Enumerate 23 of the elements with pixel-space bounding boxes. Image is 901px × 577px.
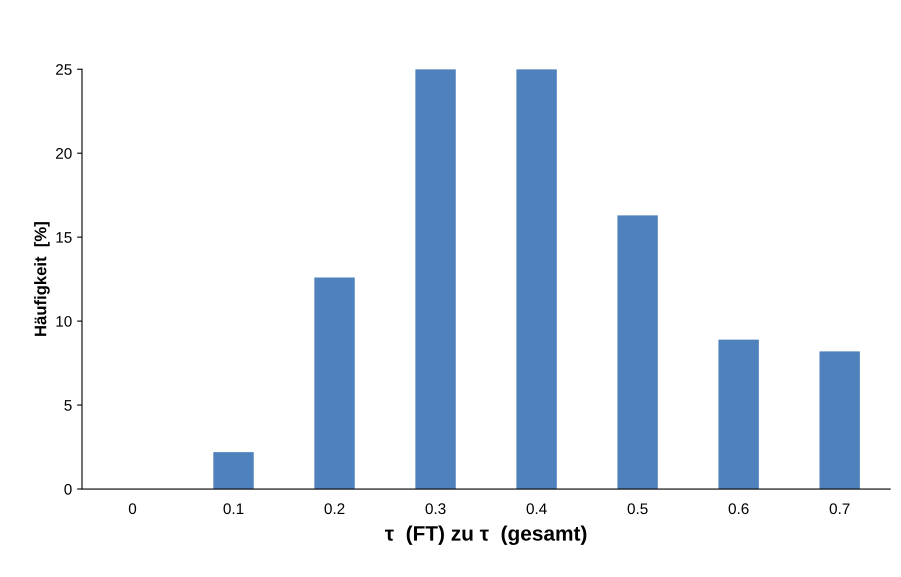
bar — [213, 452, 254, 490]
x-tick-label: 0.3 — [426, 503, 446, 514]
x-tick-label: 0.5 — [628, 503, 648, 514]
y-axis-title: Häufigkeit [%] — [34, 222, 50, 336]
y-tick-label: 15 — [56, 232, 72, 243]
y-tick-label: 0 — [64, 484, 72, 495]
x-axis-title: τ (FT) zu τ (gesamt) — [384, 525, 586, 545]
y-tick-label: 10 — [56, 316, 72, 327]
x-tick-label: 0.6 — [728, 503, 749, 514]
bar — [314, 277, 355, 490]
y-tick-label: 20 — [56, 148, 72, 159]
bar — [617, 215, 658, 490]
x-tick-label: 0.1 — [224, 503, 244, 514]
x-tick-label: 0.2 — [324, 503, 344, 514]
bar — [718, 340, 759, 490]
x-tick-label: 0.4 — [526, 503, 547, 514]
y-tick-label: 25 — [56, 64, 72, 75]
bar — [819, 351, 860, 490]
x-tick-label: 0 — [128, 503, 136, 514]
y-tick-label: 5 — [64, 400, 72, 411]
bar — [516, 69, 557, 490]
bar — [415, 69, 456, 490]
x-tick-label: 0.7 — [830, 503, 850, 514]
